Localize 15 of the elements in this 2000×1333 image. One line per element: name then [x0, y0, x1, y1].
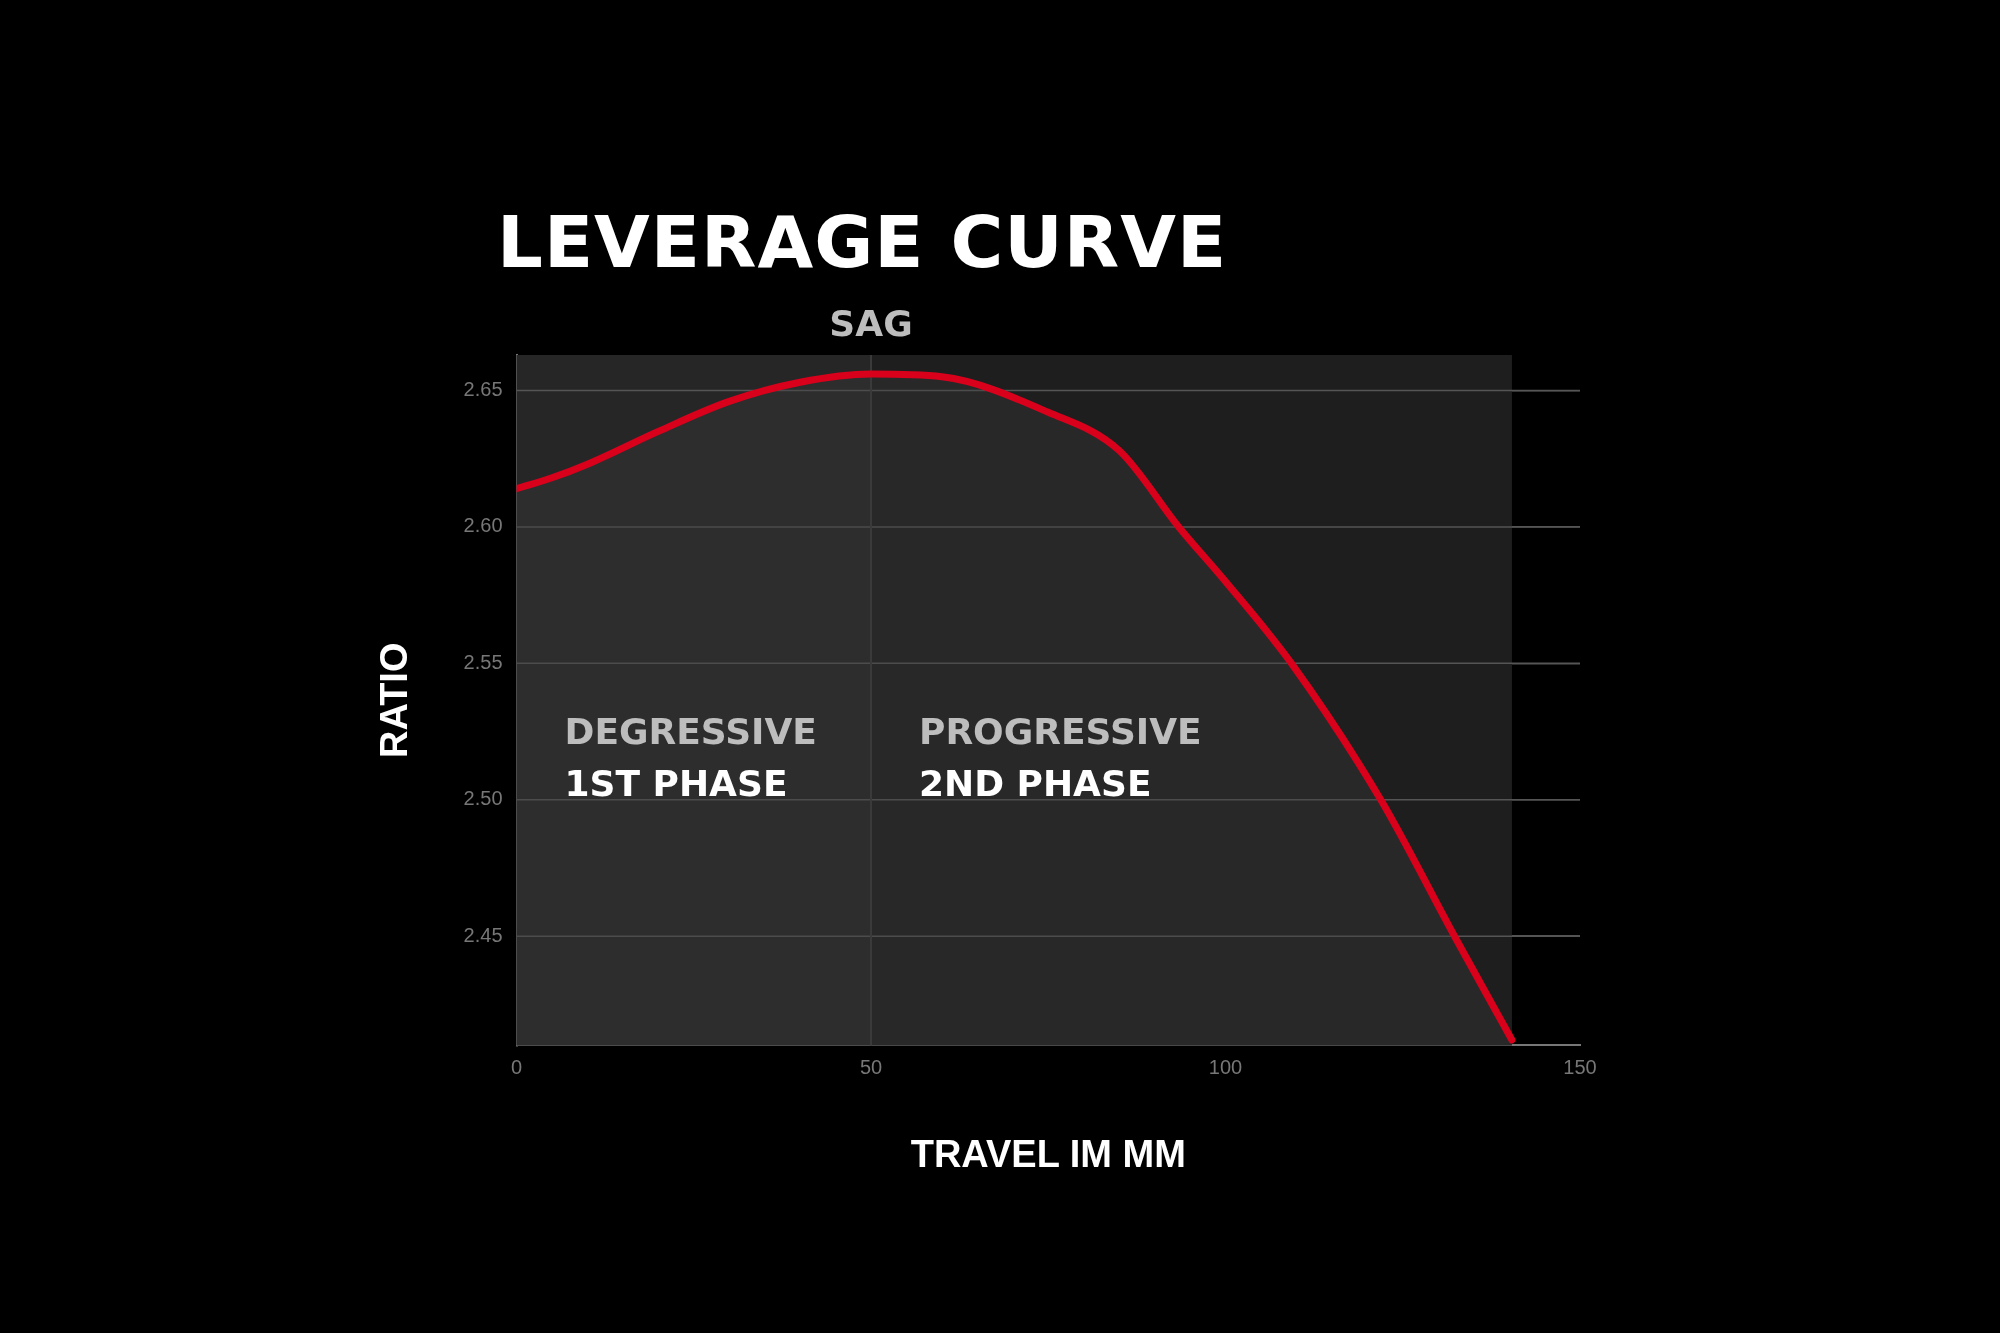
x-tick-label: 0	[510, 1055, 523, 1078]
x-tick-label: 150	[1563, 1055, 1597, 1078]
y-tick-label: 2.45	[463, 923, 503, 946]
ref-line-label: SAG	[829, 303, 913, 345]
x-tick-label: 100	[1208, 1055, 1243, 1078]
y-tick-label: 2.60	[463, 514, 503, 537]
y-tick-label: 2.65	[463, 377, 503, 400]
y-tick-label: 2.50	[463, 787, 503, 810]
y-axis-title: RATIO	[373, 642, 416, 758]
x-tick-label: 50	[859, 1055, 883, 1078]
chart-title: LEVERAGE CURVE	[497, 200, 1228, 284]
band-label: PROGRESSIVE 2ND PHASE	[919, 710, 1202, 804]
y-tick-label: 2.55	[463, 650, 503, 673]
band-label: DEGRESSIVE 1ST PHASE	[564, 710, 817, 804]
x-axis-title: TRAVEL IM MM	[910, 1132, 1186, 1175]
